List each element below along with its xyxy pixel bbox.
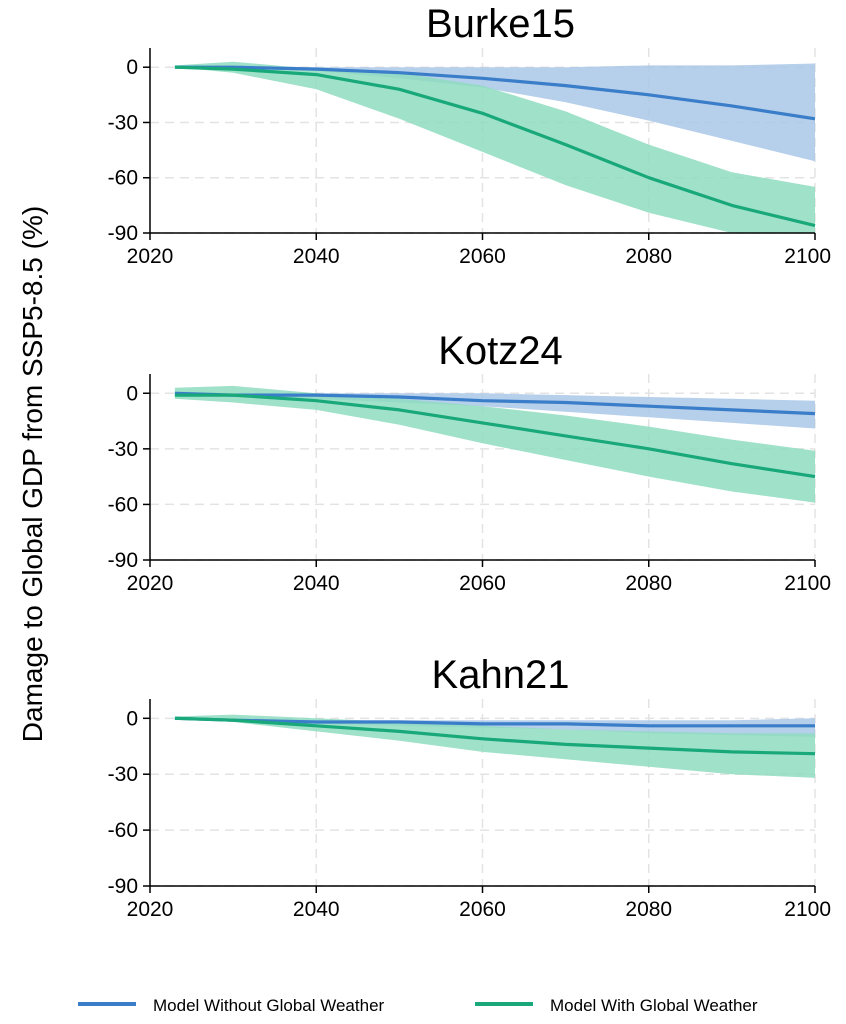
y-tick-label: -60 bbox=[108, 167, 138, 190]
band-with bbox=[174, 714, 815, 778]
x-tick-label: 2080 bbox=[625, 898, 672, 921]
y-tick-label: 0 bbox=[126, 382, 138, 405]
y-tick-label: -60 bbox=[108, 493, 138, 516]
y-tick-label: 0 bbox=[126, 56, 138, 79]
y-tick-label: -60 bbox=[108, 819, 138, 842]
x-tick-label: 2020 bbox=[127, 898, 174, 921]
y-axis-label: Damage to Global GDP from SSP5-8.5 (%) bbox=[17, 206, 48, 742]
x-tick-label: 2080 bbox=[625, 572, 672, 595]
y-tick-label: -30 bbox=[108, 438, 138, 461]
y-tick-label: -30 bbox=[108, 111, 138, 134]
x-tick-label: 2020 bbox=[127, 245, 174, 268]
y-tick-label: -90 bbox=[108, 549, 138, 572]
y-tick-label: -30 bbox=[108, 763, 138, 786]
x-tick-label: 2040 bbox=[293, 245, 340, 268]
legend: Model Without Global Weather Model With … bbox=[78, 996, 758, 1015]
x-tick-label: 2100 bbox=[784, 898, 831, 921]
panel-title: Kotz24 bbox=[438, 329, 563, 373]
x-tick-label: 2100 bbox=[784, 245, 831, 268]
band-with bbox=[174, 385, 815, 503]
x-tick-label: 2080 bbox=[625, 245, 672, 268]
series-group bbox=[174, 385, 816, 503]
x-tick-label: 2020 bbox=[127, 572, 174, 595]
x-tick-label: 2060 bbox=[459, 245, 506, 268]
series-group bbox=[174, 61, 816, 233]
y-tick-label: -90 bbox=[108, 222, 138, 245]
x-tick-label: 2040 bbox=[293, 572, 340, 595]
legend-label-with: Model With Global Weather bbox=[550, 996, 758, 1015]
y-tick-label: -90 bbox=[108, 875, 138, 898]
band-without bbox=[174, 391, 815, 429]
band-with bbox=[174, 61, 815, 233]
series-group bbox=[174, 714, 816, 778]
panel-title: Burke15 bbox=[426, 2, 575, 46]
band-without bbox=[174, 63, 815, 162]
legend-label-without: Model Without Global Weather bbox=[153, 996, 385, 1015]
y-tick-label: 0 bbox=[126, 707, 138, 730]
x-tick-label: 2060 bbox=[459, 572, 506, 595]
x-tick-label: 2040 bbox=[293, 898, 340, 921]
panel-title: Kahn21 bbox=[432, 653, 570, 697]
x-tick-label: 2060 bbox=[459, 898, 506, 921]
x-tick-label: 2100 bbox=[784, 572, 831, 595]
